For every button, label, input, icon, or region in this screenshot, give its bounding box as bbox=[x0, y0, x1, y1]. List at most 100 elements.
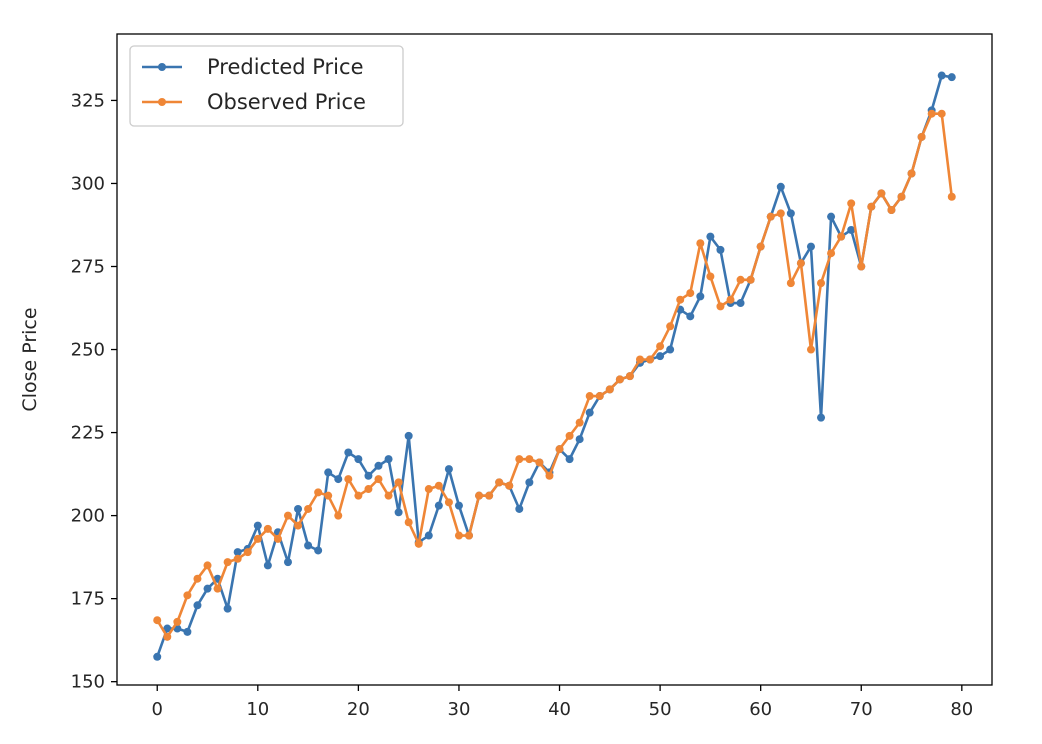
data-point bbox=[384, 491, 393, 500]
data-point bbox=[615, 375, 624, 384]
data-point bbox=[233, 548, 242, 557]
data-point bbox=[253, 521, 262, 530]
axes-layer: 0 10 20 30 40 50 60 70 80 150 175 200 225 250 275 300 32… bbox=[19, 33, 993, 720]
data-point bbox=[304, 541, 313, 550]
data-point bbox=[203, 584, 212, 593]
data-point bbox=[806, 242, 815, 251]
data-point bbox=[384, 455, 393, 464]
legend: Predicted Price Observed Price bbox=[129, 45, 404, 127]
data-point bbox=[153, 616, 162, 625]
data-point bbox=[525, 478, 534, 487]
data-point bbox=[505, 481, 514, 490]
data-point bbox=[213, 584, 222, 593]
data-point bbox=[726, 295, 735, 304]
data-point bbox=[515, 504, 524, 513]
data-point bbox=[334, 475, 343, 484]
data-point bbox=[183, 627, 192, 636]
data-point bbox=[223, 558, 232, 567]
data-point bbox=[817, 279, 826, 288]
data-point bbox=[203, 561, 212, 570]
y-tick-label: 325 bbox=[71, 90, 105, 111]
data-point bbox=[575, 418, 584, 427]
data-point bbox=[585, 408, 594, 417]
x-tick-label: 20 bbox=[347, 699, 370, 720]
data-point bbox=[344, 475, 353, 484]
data-point bbox=[585, 392, 594, 401]
data-point bbox=[444, 465, 453, 474]
data-point bbox=[354, 455, 363, 464]
y-tick-label: 150 bbox=[71, 672, 105, 693]
x-tick-label: 30 bbox=[448, 699, 471, 720]
data-point bbox=[806, 345, 815, 354]
data-point bbox=[736, 299, 745, 308]
data-point bbox=[253, 534, 262, 543]
y-tick-label: 175 bbox=[71, 589, 105, 610]
data-point bbox=[847, 199, 856, 208]
data-point bbox=[444, 498, 453, 507]
data-point bbox=[565, 431, 574, 440]
data-point bbox=[294, 521, 303, 530]
data-point bbox=[364, 471, 373, 480]
x-tick-label: 80 bbox=[950, 699, 973, 720]
y-tick-label: 200 bbox=[71, 506, 105, 527]
data-point bbox=[545, 471, 554, 480]
data-point bbox=[263, 561, 272, 570]
data-point bbox=[595, 392, 604, 401]
legend-entry-1: Observed Price bbox=[142, 90, 366, 114]
y-axis-label: Close Price bbox=[19, 307, 41, 411]
data-point bbox=[555, 445, 564, 454]
data-point bbox=[414, 539, 423, 548]
data-point bbox=[304, 504, 313, 513]
legend-entry-0: Predicted Price bbox=[142, 55, 364, 79]
data-point bbox=[495, 478, 504, 487]
y-tick-label: 250 bbox=[71, 340, 105, 361]
data-point bbox=[394, 478, 403, 487]
y-tick-label: 225 bbox=[71, 423, 105, 444]
data-point bbox=[827, 249, 836, 258]
data-point bbox=[344, 448, 353, 457]
data-point bbox=[857, 262, 866, 271]
x-tick-label: 40 bbox=[548, 699, 571, 720]
plot-frame bbox=[116, 33, 993, 686]
data-point bbox=[223, 604, 232, 613]
data-point bbox=[374, 475, 383, 484]
data-point bbox=[394, 508, 403, 517]
data-point bbox=[847, 225, 856, 234]
data-point bbox=[736, 275, 745, 284]
data-point bbox=[867, 202, 876, 211]
data-point bbox=[817, 413, 826, 422]
data-point bbox=[887, 206, 896, 215]
data-point bbox=[404, 431, 413, 440]
data-point bbox=[827, 212, 836, 221]
legend-box bbox=[129, 45, 404, 127]
data-point bbox=[927, 109, 936, 118]
data-point bbox=[786, 209, 795, 218]
data-point bbox=[324, 468, 333, 477]
data-point bbox=[706, 272, 715, 281]
data-point bbox=[676, 295, 685, 304]
data-point bbox=[233, 554, 242, 563]
data-point bbox=[314, 546, 323, 555]
data-point bbox=[646, 355, 655, 364]
series-line-1 bbox=[156, 112, 954, 639]
data-point bbox=[766, 212, 775, 221]
data-point bbox=[716, 245, 725, 254]
data-point bbox=[434, 501, 443, 510]
data-point bbox=[404, 518, 413, 527]
data-point bbox=[625, 372, 634, 381]
data-point bbox=[756, 242, 765, 251]
data-point bbox=[163, 624, 172, 633]
data-point bbox=[716, 302, 725, 311]
data-point bbox=[696, 239, 705, 248]
y-tick-label: 275 bbox=[71, 257, 105, 278]
data-point bbox=[183, 591, 192, 600]
data-point bbox=[877, 189, 886, 198]
data-point bbox=[686, 289, 695, 298]
data-point bbox=[746, 275, 755, 284]
series-1 bbox=[153, 109, 956, 641]
data-point bbox=[897, 192, 906, 201]
data-point bbox=[947, 192, 956, 201]
x-tick-label: 70 bbox=[850, 699, 873, 720]
data-point bbox=[283, 558, 292, 567]
